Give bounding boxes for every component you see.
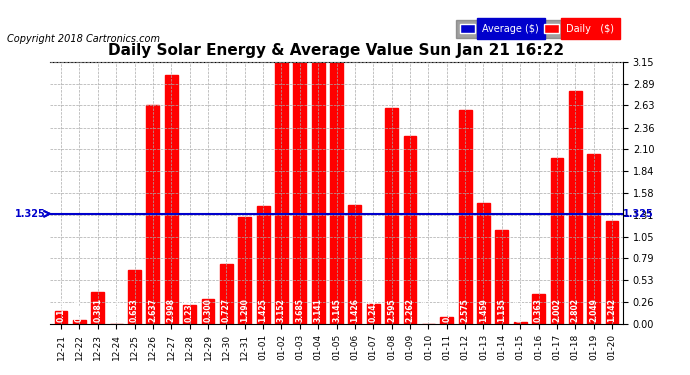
Bar	[606, 221, 618, 324]
Text: 2.049: 2.049	[589, 298, 598, 322]
Text: 1.325: 1.325	[623, 209, 654, 219]
Bar	[404, 136, 417, 324]
Text: 0.088: 0.088	[442, 298, 451, 322]
Bar	[73, 320, 86, 324]
Bar	[275, 62, 288, 324]
Text: 3.685: 3.685	[295, 298, 304, 322]
Text: 0.381: 0.381	[93, 298, 102, 322]
Title: Daily Solar Energy & Average Value Sun Jan 21 16:22: Daily Solar Energy & Average Value Sun J…	[108, 43, 564, 58]
Text: 2.802: 2.802	[571, 298, 580, 322]
Bar	[330, 63, 343, 324]
Bar	[348, 206, 362, 324]
Text: 3.141: 3.141	[314, 298, 323, 322]
Text: 0.047: 0.047	[75, 298, 84, 322]
Bar	[55, 311, 68, 324]
Text: 0.363: 0.363	[534, 298, 543, 322]
Bar	[183, 304, 196, 324]
Text: 1.290: 1.290	[240, 298, 249, 322]
Text: 0.234: 0.234	[185, 298, 194, 322]
Bar	[440, 317, 453, 324]
Bar	[367, 304, 380, 324]
Text: 0.300: 0.300	[204, 298, 213, 322]
Bar	[385, 108, 398, 324]
Text: 1.426: 1.426	[351, 298, 359, 322]
Bar	[146, 105, 159, 324]
Text: 0.653: 0.653	[130, 298, 139, 322]
Bar	[532, 294, 545, 324]
Text: 0.727: 0.727	[222, 298, 231, 322]
Bar	[587, 154, 600, 324]
Bar	[128, 270, 141, 324]
Legend: Average ($), Daily   ($): Average ($), Daily ($)	[456, 20, 618, 38]
Bar	[165, 75, 178, 324]
Bar	[238, 217, 251, 324]
Bar	[477, 203, 490, 324]
Text: 2.637: 2.637	[148, 298, 157, 322]
Text: 3.145: 3.145	[332, 298, 341, 322]
Text: 0.242: 0.242	[368, 298, 378, 322]
Text: 2.262: 2.262	[406, 298, 415, 322]
Bar	[201, 299, 215, 324]
Bar	[257, 206, 270, 324]
Text: 1.242: 1.242	[608, 298, 617, 322]
Text: 2.002: 2.002	[553, 298, 562, 322]
Bar	[569, 91, 582, 324]
Text: 1.135: 1.135	[497, 298, 506, 322]
Bar	[220, 264, 233, 324]
Text: 3.152: 3.152	[277, 298, 286, 322]
Text: 0.160: 0.160	[57, 298, 66, 322]
Bar	[293, 18, 306, 324]
Text: 2.595: 2.595	[387, 299, 396, 322]
Text: 2.998: 2.998	[167, 298, 176, 322]
Bar	[514, 321, 526, 324]
Text: 0.000: 0.000	[112, 298, 121, 322]
Text: 1.325: 1.325	[14, 209, 46, 219]
Text: 1.425: 1.425	[259, 298, 268, 322]
Text: 0.000: 0.000	[424, 298, 433, 322]
Bar	[91, 292, 104, 324]
Bar	[495, 230, 509, 324]
Text: 2.575: 2.575	[461, 298, 470, 322]
Text: Copyright 2018 Cartronics.com: Copyright 2018 Cartronics.com	[7, 34, 160, 44]
Bar	[312, 63, 324, 324]
Bar	[551, 158, 564, 324]
Text: 0.030: 0.030	[515, 298, 524, 322]
Text: 1.459: 1.459	[479, 298, 488, 322]
Bar	[459, 110, 471, 324]
